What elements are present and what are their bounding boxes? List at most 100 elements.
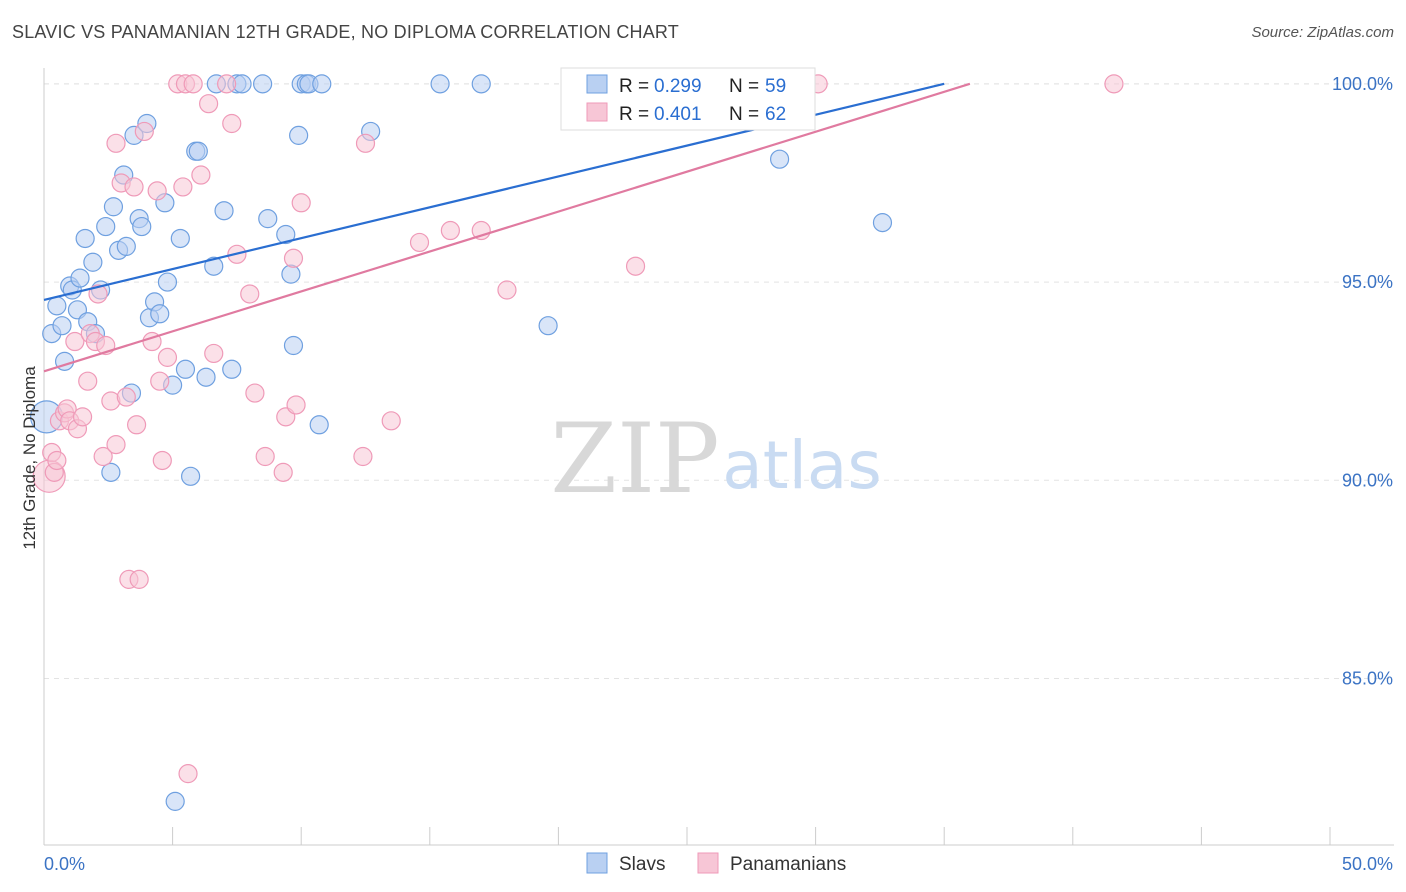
point-panamanians-41 <box>222 113 242 134</box>
x-tick-labels: 0.0% 50.0% <box>44 854 1393 874</box>
point-panamanians-33 <box>173 177 193 197</box>
legend-r-label-panamanians: R = <box>619 104 649 125</box>
point-slavs-15 <box>101 462 121 482</box>
point-slavs-49 <box>289 125 309 145</box>
data-points <box>29 74 1124 811</box>
point-slavs-16 <box>103 197 124 217</box>
point-slavs-27 <box>150 304 170 324</box>
point-panamanians-49 <box>286 395 306 415</box>
point-slavs-14 <box>96 216 116 237</box>
point-panamanians-60 <box>1104 74 1124 94</box>
trend-line-panamanians <box>43 82 971 373</box>
point-panamanians-54 <box>409 232 430 253</box>
point-panamanians-24 <box>126 415 147 435</box>
point-panamanians-26 <box>134 121 154 142</box>
point-panamanians-52 <box>355 133 376 153</box>
watermark: ZIP atlas <box>550 403 881 515</box>
point-slavs-34 <box>181 466 201 486</box>
point-panamanians-35 <box>178 764 198 784</box>
point-panamanians-57 <box>497 280 517 300</box>
point-slavs-45 <box>258 209 278 229</box>
point-slavs-31 <box>165 791 185 811</box>
point-slavs-47 <box>281 264 301 284</box>
point-panamanians-58 <box>625 256 646 276</box>
point-panamanians-10 <box>72 407 93 427</box>
y-tick-labels: 100.0% 95.0% 90.0% 85.0% <box>1332 74 1393 689</box>
point-panamanians-51 <box>353 446 373 467</box>
point-slavs-41 <box>222 359 242 379</box>
x-tick-label-end: 50.0% <box>1342 854 1393 874</box>
point-panamanians-46 <box>273 462 293 482</box>
point-panamanians-55 <box>440 220 460 241</box>
point-slavs-11 <box>83 252 103 272</box>
point-slavs-8 <box>70 268 90 288</box>
y-tick-label-0: 100.0% <box>1332 74 1393 94</box>
legend-r-value-panamanians: 0.401 <box>654 104 702 125</box>
watermark-zip: ZIP <box>550 403 719 515</box>
legend-n-value-panamanians: 62 <box>765 104 786 125</box>
point-slavs-29 <box>157 272 178 292</box>
top-legend: R = 0.299 N = 59 R = 0.401 N = 62 <box>560 67 816 131</box>
legend-r-value-slavs: 0.299 <box>654 76 702 97</box>
point-slavs-56 <box>430 74 450 94</box>
point-slavs-57 <box>471 74 491 94</box>
point-slavs-53 <box>312 74 332 94</box>
point-panamanians-36 <box>183 74 203 94</box>
y-tick-label-2: 90.0% <box>1342 470 1393 490</box>
watermark-atlas: atlas <box>722 427 882 504</box>
x-tick-label-start: 0.0% <box>44 854 85 874</box>
point-panamanians-48 <box>283 248 304 268</box>
legend-n-label-slavs: N = <box>729 76 759 97</box>
bottom-legend: Slavs Panamanians <box>586 852 846 875</box>
y-tick-label-3: 85.0% <box>1342 669 1393 689</box>
chart-title: SLAVIC VS PANAMANIAN 12TH GRADE, NO DIPL… <box>12 22 680 42</box>
point-panamanians-53 <box>381 411 401 431</box>
legend-swatch-slavs <box>586 74 608 94</box>
trend-lines <box>43 82 971 373</box>
point-panamanians-3 <box>47 450 67 471</box>
point-slavs-48 <box>283 335 304 356</box>
point-panamanians-8 <box>65 331 85 352</box>
point-slavs-58 <box>538 316 558 336</box>
point-slavs-2 <box>47 296 67 316</box>
point-slavs-9 <box>75 228 95 249</box>
point-slavs-40 <box>214 201 234 221</box>
point-panamanians-23 <box>124 177 144 197</box>
point-panamanians-19 <box>106 133 126 153</box>
point-panamanians-50 <box>291 193 311 213</box>
point-slavs-19 <box>116 236 136 256</box>
point-panamanians-37 <box>191 165 211 185</box>
point-panamanians-40 <box>217 74 237 94</box>
point-panamanians-45 <box>255 446 275 467</box>
bottom-legend-label-slavs: Slavs <box>619 854 665 875</box>
y-axis-title: 12th Grade, No Diploma <box>20 366 39 550</box>
point-slavs-36 <box>188 141 208 161</box>
legend-swatch-panamanians <box>586 102 608 122</box>
point-slavs-23 <box>132 216 152 237</box>
bottom-legend-swatch-panamanians <box>697 852 719 874</box>
point-slavs-59 <box>769 149 790 169</box>
source-label: Source: ZipAtlas.com <box>1251 24 1394 41</box>
point-panamanians-14 <box>88 284 108 304</box>
point-slavs-54 <box>309 415 329 435</box>
bottom-legend-label-panamanians: Panamanians <box>730 854 846 875</box>
point-slavs-46 <box>276 224 296 245</box>
point-panamanians-18 <box>106 435 126 455</box>
point-panamanians-38 <box>199 94 219 114</box>
point-slavs-44 <box>253 74 273 94</box>
point-panamanians-31 <box>157 347 178 367</box>
gridlines <box>44 83 1394 679</box>
bottom-legend-swatch-slavs <box>586 852 608 874</box>
point-panamanians-28 <box>147 181 167 201</box>
point-slavs-37 <box>196 367 216 387</box>
point-slavs-38 <box>204 256 224 276</box>
point-panamanians-25 <box>129 569 149 589</box>
legend-n-value-slavs: 59 <box>765 76 786 97</box>
point-panamanians-21 <box>116 387 136 407</box>
point-panamanians-11 <box>78 371 98 391</box>
point-panamanians-29 <box>150 371 170 391</box>
point-slavs-33 <box>175 359 196 379</box>
point-panamanians-39 <box>204 343 224 364</box>
point-slavs-3 <box>52 316 72 336</box>
